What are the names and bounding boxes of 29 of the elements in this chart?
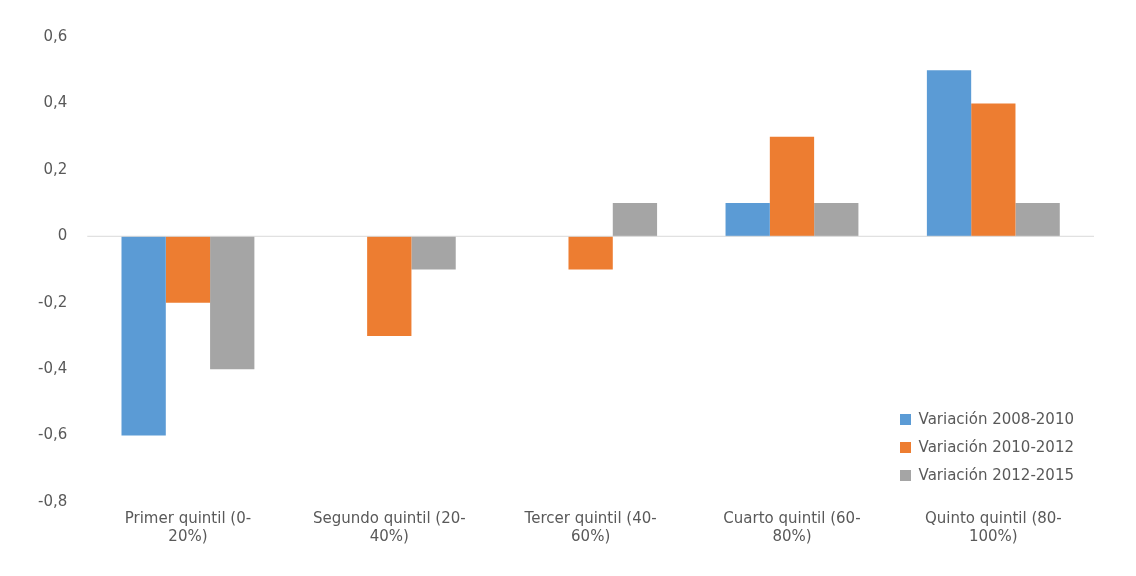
y-tick-label: 0,2 [43, 159, 68, 178]
bar [121, 236, 166, 436]
bar [769, 136, 815, 237]
bar [926, 70, 972, 237]
x-tick-label: Segundo quintil (20-40%) [312, 508, 466, 545]
y-tick-label: -0,4 [37, 359, 68, 378]
bar [367, 236, 412, 336]
y-tick-label: -0,8 [37, 491, 68, 510]
y-tick-label: -0,2 [37, 292, 68, 311]
legend-label: Variación 2012-2015 [918, 466, 1074, 484]
x-tick-label: Tercer quintil (40-60%) [523, 508, 657, 545]
x-tick-label: Primer quintil (0-20%) [124, 508, 252, 545]
x-tick-label: Quinto quintil (80-100%) [924, 508, 1062, 545]
bar [568, 236, 613, 270]
bar [971, 103, 1016, 237]
bar [725, 203, 770, 237]
bar [411, 236, 456, 270]
y-tick-label: 0,6 [43, 26, 68, 45]
y-tick-label: -0,6 [37, 425, 68, 444]
bar [210, 236, 255, 370]
bar [165, 236, 211, 303]
y-tick-label: 0,4 [43, 93, 68, 112]
bar [612, 203, 658, 237]
x-tick-label: Cuarto quintil (60-80%) [723, 508, 861, 545]
legend-label: Variación 2010-2012 [918, 438, 1074, 456]
y-tick-label: 0 [57, 226, 68, 245]
legend-label: Variación 2008-2010 [918, 410, 1074, 428]
bar [814, 203, 859, 237]
bar [1015, 203, 1060, 237]
